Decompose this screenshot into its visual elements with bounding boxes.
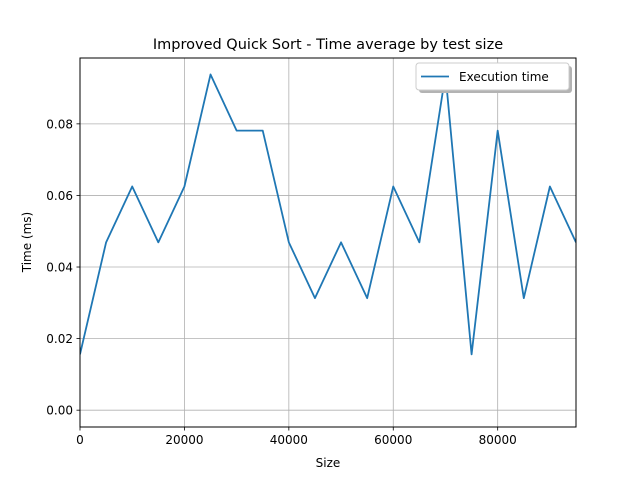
y-axis-label: Time (ms) [20, 212, 34, 274]
plot-area [80, 58, 576, 427]
plot-frame [79, 57, 577, 428]
y-tick-label: 0.02 [46, 332, 73, 346]
y-tick-label: 0.08 [46, 117, 73, 131]
y-tick-label: 0.00 [46, 404, 73, 418]
x-tick-label: 80000 [479, 433, 517, 447]
x-axis: 0 20000 40000 60000 80000 [76, 427, 517, 447]
chart-title: Improved Quick Sort - Time average by te… [153, 37, 503, 53]
x-tick-label: 0 [76, 433, 84, 447]
y-axis: 0.00 0.02 0.04 0.06 0.08 [46, 117, 80, 418]
x-tick-label: 60000 [374, 433, 412, 447]
legend-box [415, 62, 570, 91]
x-axis-label: Size [316, 456, 341, 470]
y-tick-label: 0.04 [46, 261, 73, 275]
series-layer [80, 73, 576, 356]
series-line-execution-time [80, 73, 576, 356]
legend-label: Execution time [459, 70, 549, 84]
y-tick-label: 0.06 [46, 189, 73, 203]
x-tick-label: 20000 [165, 433, 203, 447]
x-tick-label: 40000 [270, 433, 308, 447]
legend: Execution time [415, 62, 572, 93]
